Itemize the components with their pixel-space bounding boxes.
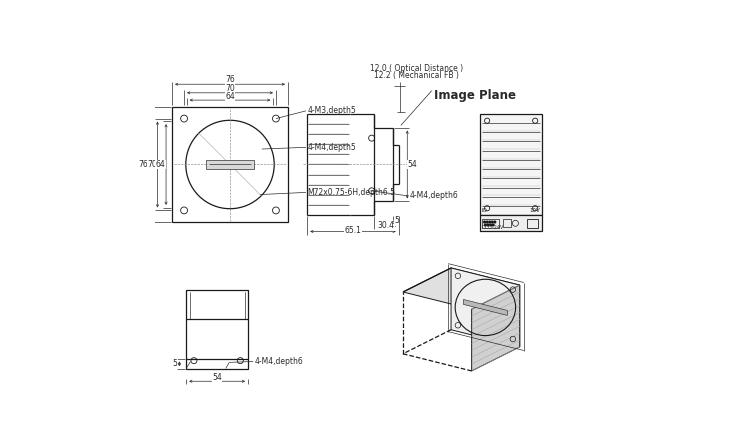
Text: 4-M4,depth5: 4-M4,depth5 [307, 143, 356, 152]
Text: 70: 70 [148, 160, 157, 169]
Bar [483, 219, 499, 228]
Circle shape [491, 221, 493, 223]
Circle shape [483, 221, 486, 223]
Text: 12.0 ( Optical Distance ): 12.0 ( Optical Distance ) [370, 64, 463, 73]
Bar [480, 215, 542, 232]
Text: 12.2 ( Mechanical FB ): 12.2 ( Mechanical FB ) [374, 71, 459, 80]
Text: 76: 76 [138, 160, 148, 169]
Bar [206, 160, 254, 168]
Circle shape [485, 224, 486, 226]
Text: 64: 64 [225, 92, 235, 101]
Circle shape [487, 224, 488, 226]
Text: 64: 64 [156, 160, 166, 169]
Text: Image Plane: Image Plane [434, 89, 516, 102]
Bar [186, 290, 248, 369]
Text: 4-M4,depth6: 4-M4,depth6 [409, 191, 458, 200]
Bar [527, 219, 538, 228]
Polygon shape [451, 268, 520, 347]
Circle shape [488, 221, 491, 223]
Text: 54: 54 [212, 373, 222, 382]
Text: 4-M3,depth5: 4-M3,depth5 [307, 106, 356, 115]
Circle shape [490, 224, 491, 226]
Circle shape [492, 224, 494, 226]
Circle shape [486, 221, 488, 223]
Polygon shape [463, 299, 508, 315]
Text: 65.1: 65.1 [344, 226, 361, 235]
Bar [172, 107, 288, 222]
Text: 30.4: 30.4 [378, 221, 395, 230]
Circle shape [494, 221, 496, 223]
Text: 10V: 10V [529, 207, 540, 213]
Text: 5: 5 [394, 216, 399, 225]
Text: DCO-24V: DCO-24V [482, 225, 504, 230]
Polygon shape [471, 285, 520, 371]
Polygon shape [403, 268, 520, 309]
Text: 70: 70 [225, 84, 235, 93]
Text: 54: 54 [407, 160, 418, 169]
Text: 76: 76 [225, 76, 235, 84]
Bar [503, 219, 511, 227]
Text: IO: IO [482, 207, 488, 213]
Bar [480, 114, 542, 215]
Text: 4-M4,depth6: 4-M4,depth6 [254, 357, 303, 366]
Text: 5: 5 [173, 359, 177, 368]
Text: M72x0.75-6H,depth6.5: M72x0.75-6H,depth6.5 [307, 188, 395, 197]
